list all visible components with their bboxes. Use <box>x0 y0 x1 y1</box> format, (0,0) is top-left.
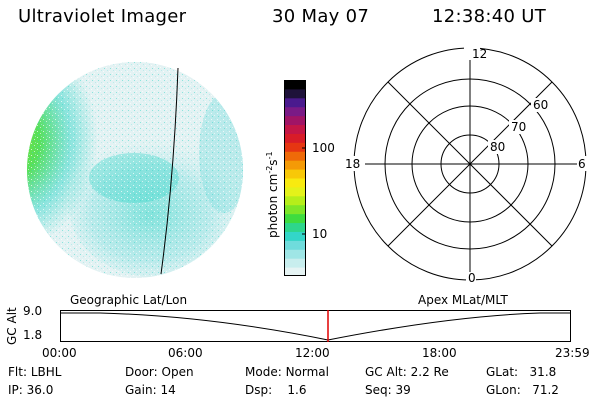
apex-label: Apex MLat/MLT <box>418 293 508 307</box>
lat-label-80: 80 <box>490 140 505 154</box>
door-field: Door: Open <box>125 365 194 379</box>
timeline-x-tick-0000: 00:00 <box>42 346 77 360</box>
terminator-line <box>160 67 179 275</box>
colorbar-segment <box>284 186 306 197</box>
colorbar-segment <box>284 115 306 126</box>
colorbar-segment <box>284 195 306 206</box>
colorbar-segment <box>284 240 306 250</box>
mlt-label-6: 6 <box>578 157 586 171</box>
colorbar-segment <box>284 88 306 99</box>
glat-field: GLat: 31.8 <box>486 365 557 379</box>
seq-field: Seq: 39 <box>365 383 411 397</box>
timeline-x-tick-2359: 23:59 <box>555 346 590 360</box>
colorbar-segment <box>284 133 306 143</box>
gcalt-field: GC Alt: 2.2 Re <box>365 365 449 379</box>
colorbar-segment <box>284 204 306 215</box>
colorbar-segment <box>284 106 306 117</box>
glon-field: GLon: 71.2 <box>486 383 559 397</box>
colorbar-segment <box>284 213 306 224</box>
colorbar-segment <box>284 222 306 232</box>
colorbar-tick-10: 10 <box>312 227 328 241</box>
ip-field: IP: 36.0 <box>8 383 54 397</box>
flt-field: Flt: LBHL <box>8 365 62 379</box>
colorbar-segment <box>284 267 306 276</box>
dsp-field: Dsp: 1.6 <box>245 383 307 397</box>
mlt-label-12: 12 <box>472 47 487 61</box>
lat-label-60: 60 <box>533 98 548 112</box>
mode-field: Mode: Normal <box>245 365 329 379</box>
time-label: 12:38:40 UT <box>432 6 547 27</box>
colorbar-segment <box>284 97 306 108</box>
uv-image-disk <box>27 62 243 278</box>
colorbar-segment <box>284 249 306 259</box>
colorbar <box>284 80 306 276</box>
gain-field: Gain: 14 <box>125 383 176 397</box>
colorbar-segment <box>284 231 306 241</box>
timeline-y-axis-label: GC Alt <box>5 307 19 345</box>
instrument-title: Ultraviolet Imager <box>18 6 187 27</box>
timeline-y-tick-1-8: 1.8 <box>23 328 43 342</box>
mlt-label-0: 0 <box>468 271 476 284</box>
colorbar-segment <box>284 151 306 161</box>
mlt-label-18: 18 <box>345 157 360 171</box>
colorbar-segment <box>284 169 306 179</box>
timeline-x-tick-1200: 12:00 <box>295 346 330 360</box>
colorbar-segment <box>284 160 306 170</box>
timeline-x-tick-0600: 06:00 <box>168 346 203 360</box>
colorbar-segment <box>284 80 306 90</box>
timeline-y-tick-9: 9.0 <box>23 304 43 318</box>
colorbar-segment <box>284 124 306 134</box>
colorbar-tick-100: 100 <box>312 141 335 155</box>
timeline-x-tick-1800: 18:00 <box>422 346 457 360</box>
colorbar-segment <box>284 178 306 188</box>
colorbar-unit-label: photon cm-2s-1 <box>265 151 280 238</box>
geographic-label: Geographic Lat/Lon <box>70 293 188 307</box>
colorbar-segment <box>284 142 306 152</box>
colorbar-segment <box>284 258 306 268</box>
date-label: 30 May 07 <box>272 6 370 27</box>
timeline-plot <box>60 310 571 342</box>
lat-label-70: 70 <box>511 120 526 134</box>
mlt-polar-plot: 12 0 18 6 60 70 80 <box>343 46 591 284</box>
